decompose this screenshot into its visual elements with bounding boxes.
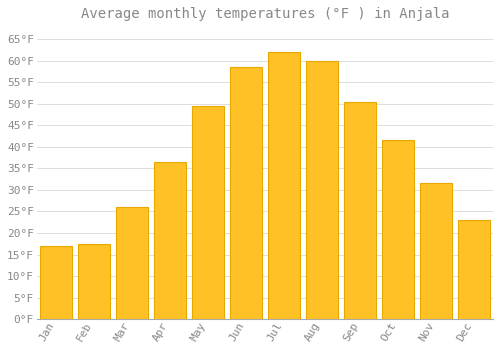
Bar xyxy=(420,183,452,319)
Title: Average monthly temperatures (°F ) in Anjala: Average monthly temperatures (°F ) in An… xyxy=(80,7,449,21)
Bar xyxy=(458,220,490,319)
Bar xyxy=(344,102,376,319)
Bar xyxy=(192,106,224,319)
Bar xyxy=(40,246,72,319)
Bar xyxy=(382,140,414,319)
Bar xyxy=(116,207,148,319)
Bar xyxy=(230,67,262,319)
Bar xyxy=(268,52,300,319)
Bar xyxy=(154,162,186,319)
Bar xyxy=(78,244,110,319)
Bar xyxy=(306,61,338,319)
